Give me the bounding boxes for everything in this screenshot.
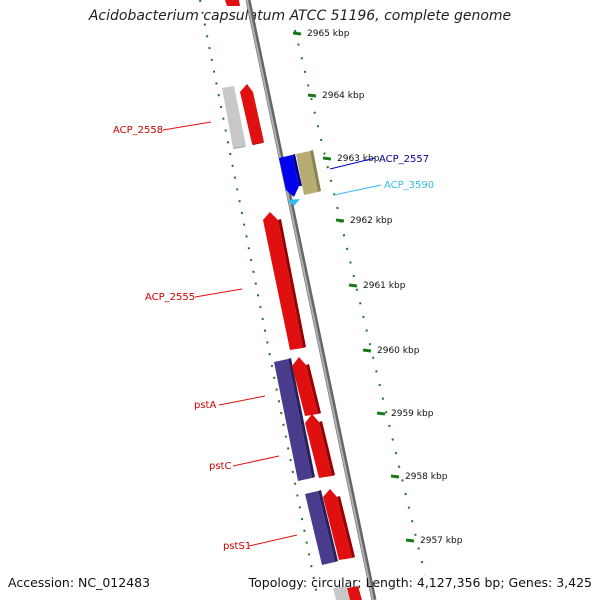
callout-lines xyxy=(162,121,382,547)
label-pst-s1: pstS1 xyxy=(223,541,251,552)
gene-acp-2558 xyxy=(240,84,264,145)
scale-label: 2957 kbp xyxy=(420,536,463,546)
label-acp-2555: ACP_2555 xyxy=(145,292,195,303)
label-acp-3590: ACP_3590 xyxy=(384,180,434,191)
scale-tick xyxy=(390,474,400,479)
gene-bottom-partial-grey xyxy=(333,586,350,600)
gene-acp-2557-adjacent xyxy=(296,150,321,195)
scale-tick xyxy=(307,93,317,98)
scale-labels: 2965 kbp 2964 kbp 2963 kbp 2962 kbp 2961 kbp… xyxy=(307,29,463,546)
accession-text: Accession: NC_012483 xyxy=(8,575,151,590)
scale-label: 2962 kbp xyxy=(350,216,393,226)
scale-tick xyxy=(376,411,386,416)
gene-acp-3590 xyxy=(287,199,300,206)
label-acp-2558: ACP_2558 xyxy=(113,125,163,136)
scale-label: 2960 kbp xyxy=(377,346,420,356)
scale-tick xyxy=(322,156,332,161)
gene-acp-2557 xyxy=(279,154,302,197)
scale-tick xyxy=(335,218,345,223)
scale-label: 2959 kbp xyxy=(391,409,434,419)
scale-tick xyxy=(362,348,372,353)
outer-dotted-track xyxy=(294,29,426,576)
scale-label: 2958 kbp xyxy=(405,472,448,482)
gene-acp-2555 xyxy=(263,212,306,350)
scale-tick xyxy=(348,283,358,288)
gene-pst-s1 xyxy=(323,489,355,560)
genome-backbone xyxy=(246,0,374,600)
features xyxy=(222,0,362,600)
gene-top-partial xyxy=(225,0,240,6)
map-title: Acidobacterium capsulatum ATCC 51196, co… xyxy=(88,8,512,24)
scale-label: 2961 kbp xyxy=(363,281,406,291)
gene-pst-c xyxy=(305,414,335,478)
gene-bottom-partial-red xyxy=(347,586,362,600)
gene-pst-purple-1 xyxy=(274,358,315,481)
scale-tick xyxy=(405,538,415,543)
label-acp-2557: ACP_2557 xyxy=(379,154,429,165)
scale-label: 2963 kbp xyxy=(337,154,380,164)
scale-label: 2964 kbp xyxy=(322,91,365,101)
scale-ticks xyxy=(292,31,415,543)
gene-pst-a xyxy=(292,357,321,416)
label-pst-c: pstC xyxy=(209,461,231,472)
topology-summary: Topology: circular; Length: 4,127,356 bp… xyxy=(248,575,592,590)
inner-dotted-track xyxy=(199,0,319,600)
label-pst-a: pstA xyxy=(194,400,216,411)
gene-labels: ACP_2558 ACP_2557 ACP_3590 ACP_2555 pstA… xyxy=(113,125,434,552)
gene-acp-2558-pseudo xyxy=(222,86,246,149)
scale-label: 2965 kbp xyxy=(307,29,350,39)
gene-pst-purple-2 xyxy=(305,490,338,565)
scale-tick xyxy=(292,31,302,36)
